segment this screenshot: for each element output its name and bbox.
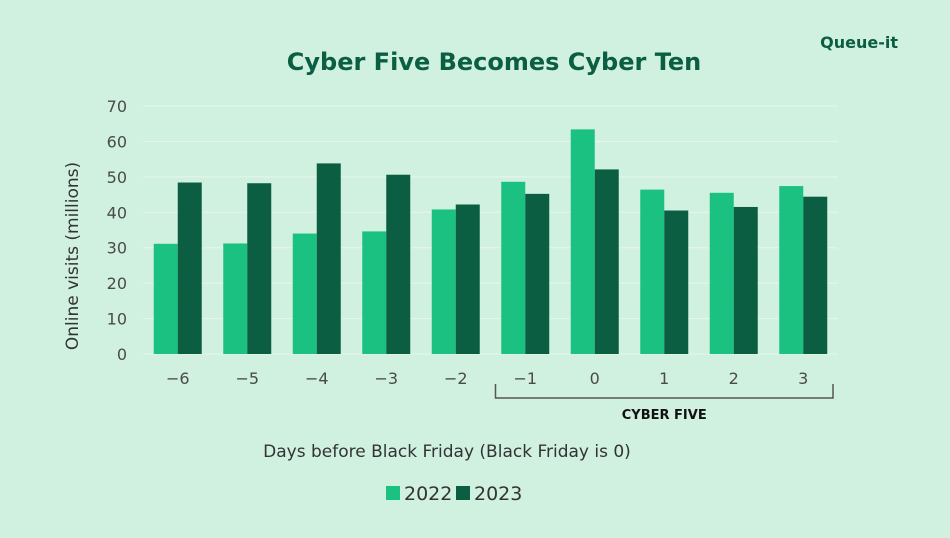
y-tick-label-30: 30 bbox=[107, 239, 127, 258]
queue-it-logo: Queue-it bbox=[820, 33, 898, 52]
bar-2023-0 bbox=[177, 182, 202, 354]
bars bbox=[153, 129, 828, 354]
bar-2022-5 bbox=[501, 181, 526, 354]
bar-2022-8 bbox=[709, 192, 734, 354]
bar-2023-9 bbox=[803, 196, 828, 354]
bar-2022-0 bbox=[153, 243, 178, 354]
bar-2023-4 bbox=[455, 204, 480, 354]
y-tick-label-40: 40 bbox=[107, 203, 127, 222]
bar-2023-2 bbox=[316, 163, 341, 354]
legend-label-2023: 2023 bbox=[474, 483, 522, 505]
bar-2022-7 bbox=[640, 189, 665, 354]
legend-item-2023: 2023 bbox=[456, 483, 522, 505]
chart-title: Cyber Five Becomes Cyber Ten bbox=[287, 48, 701, 76]
y-tick-label-10: 10 bbox=[107, 310, 127, 329]
bracket-line bbox=[494, 384, 834, 399]
y-tick-labels: 0 10 20 30 40 50 60 70 bbox=[107, 97, 127, 364]
legend-label-2022: 2022 bbox=[404, 483, 452, 505]
legend: 2022 2023 bbox=[386, 483, 522, 505]
y-tick-label-20: 20 bbox=[107, 274, 127, 293]
x-tick-label-7: 1 bbox=[659, 369, 669, 388]
x-tick-label-1: −5 bbox=[235, 369, 259, 388]
x-tick-label-8: 2 bbox=[729, 369, 739, 388]
legend-swatch-2022 bbox=[386, 486, 400, 500]
x-tick-label-4: −2 bbox=[444, 369, 468, 388]
bar-2022-9 bbox=[779, 186, 804, 354]
bar-2022-2 bbox=[292, 233, 317, 354]
legend-swatch-2023 bbox=[456, 486, 470, 500]
y-tick-label-0: 0 bbox=[117, 345, 127, 364]
bar-2023-8 bbox=[733, 206, 758, 354]
y-tick-label-70: 70 bbox=[107, 97, 127, 116]
y-axis-label: Online visits (millions) bbox=[63, 162, 83, 350]
bracket-label: CYBER FIVE bbox=[622, 408, 707, 423]
bar-2023-5 bbox=[525, 193, 550, 354]
bar-2023-1 bbox=[247, 183, 272, 354]
x-tick-label-2: −4 bbox=[305, 369, 329, 388]
y-tick-label-60: 60 bbox=[107, 132, 127, 151]
bar-2022-1 bbox=[223, 243, 248, 354]
bar-2022-4 bbox=[431, 209, 456, 354]
x-tick-label-0: −6 bbox=[166, 369, 190, 388]
y-tick-label-50: 50 bbox=[107, 168, 127, 187]
bar-2023-3 bbox=[386, 174, 411, 354]
bar-2023-7 bbox=[664, 210, 689, 354]
bar-2022-3 bbox=[362, 231, 387, 354]
x-tick-label-6: 0 bbox=[590, 369, 600, 388]
x-tick-label-3: −3 bbox=[374, 369, 398, 388]
x-tick-label-9: 3 bbox=[798, 369, 808, 388]
x-axis-label: Days before Black Friday (Black Friday i… bbox=[263, 442, 631, 462]
bar-2023-6 bbox=[594, 169, 619, 354]
bar-2022-6 bbox=[570, 129, 595, 354]
x-tick-label-5: −1 bbox=[513, 369, 537, 388]
x-tick-labels: −6 −5 −4 −3 −2 −1 0 1 2 3 bbox=[166, 369, 808, 388]
legend-item-2022: 2022 bbox=[386, 483, 452, 505]
cyber-five-bracket: CYBER FIVE bbox=[494, 384, 834, 423]
